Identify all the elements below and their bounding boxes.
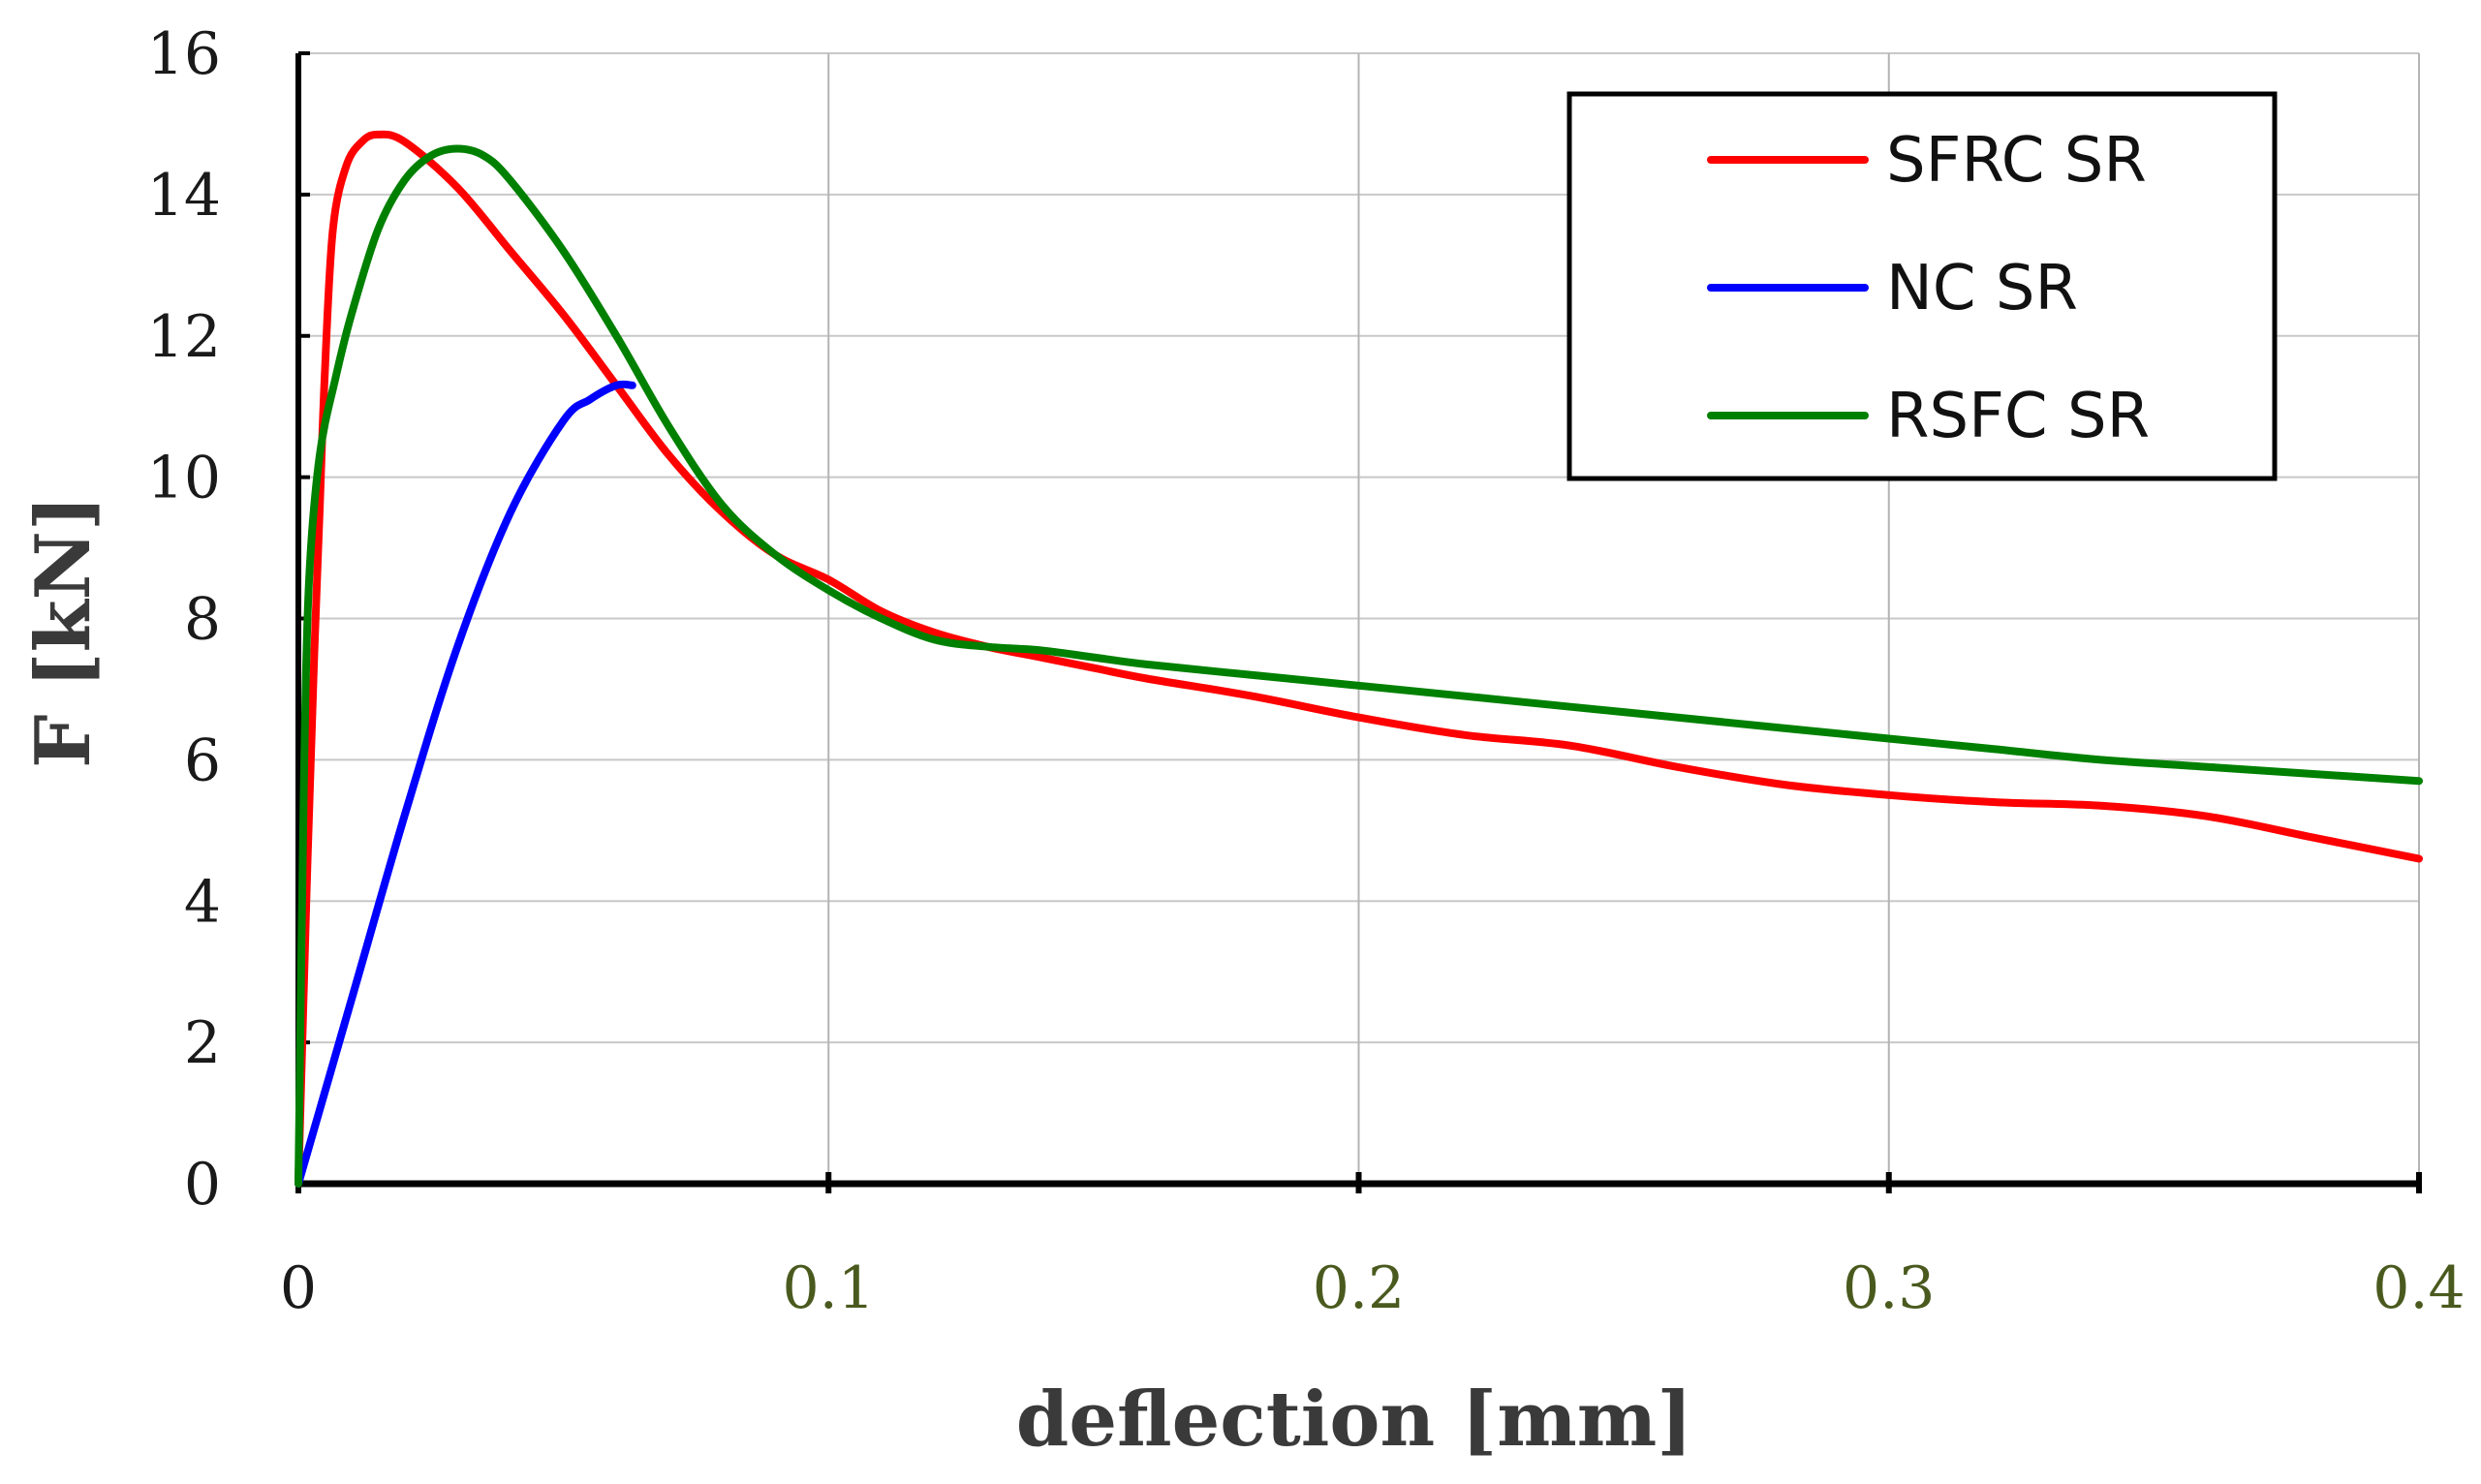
series-line-sfrc-sr bbox=[295, 130, 2423, 1188]
y-axis-title: F [kN] bbox=[19, 495, 108, 768]
x-tick-label: 0.4 bbox=[2372, 1254, 2465, 1322]
y-tick-label: 16 bbox=[147, 20, 221, 88]
x-tick-label: 0.1 bbox=[783, 1254, 875, 1322]
legend: SFRC SR NC SR RSFC SR bbox=[1566, 91, 2278, 481]
x-tick-label: 0.3 bbox=[1843, 1254, 1935, 1322]
legend-box bbox=[1566, 91, 2278, 481]
y-tick-label: 8 bbox=[184, 586, 221, 654]
y-tick-label: 12 bbox=[147, 303, 221, 371]
series-line-nc-sr bbox=[295, 380, 636, 1188]
x-axis-title: deflection [mm] bbox=[1016, 1376, 1692, 1464]
y-tick-label: 10 bbox=[147, 445, 221, 512]
legend-label-rsfc-sr: RSFC SR bbox=[1886, 381, 2150, 452]
y-tick-labels: 0 2 4 6 8 10 12 14 16 bbox=[147, 20, 221, 1219]
y-tick-label: 2 bbox=[184, 1009, 221, 1077]
legend-label-nc-sr: NC SR bbox=[1886, 253, 2078, 325]
x-tick-labels: 0 0.1 0.2 0.3 0.4 bbox=[280, 1254, 2465, 1322]
y-tick-label: 0 bbox=[184, 1151, 221, 1219]
y-tick-label: 14 bbox=[147, 162, 221, 230]
y-tick-label: 4 bbox=[184, 868, 221, 936]
x-tick-label: 0 bbox=[280, 1254, 317, 1322]
x-tick-label: 0.2 bbox=[1313, 1254, 1405, 1322]
series-line-rsfc-sr bbox=[295, 144, 2423, 1188]
y-tick-label: 6 bbox=[184, 727, 221, 794]
series-layer bbox=[295, 130, 2423, 1188]
legend-label-sfrc-sr: SFRC SR bbox=[1886, 125, 2147, 197]
